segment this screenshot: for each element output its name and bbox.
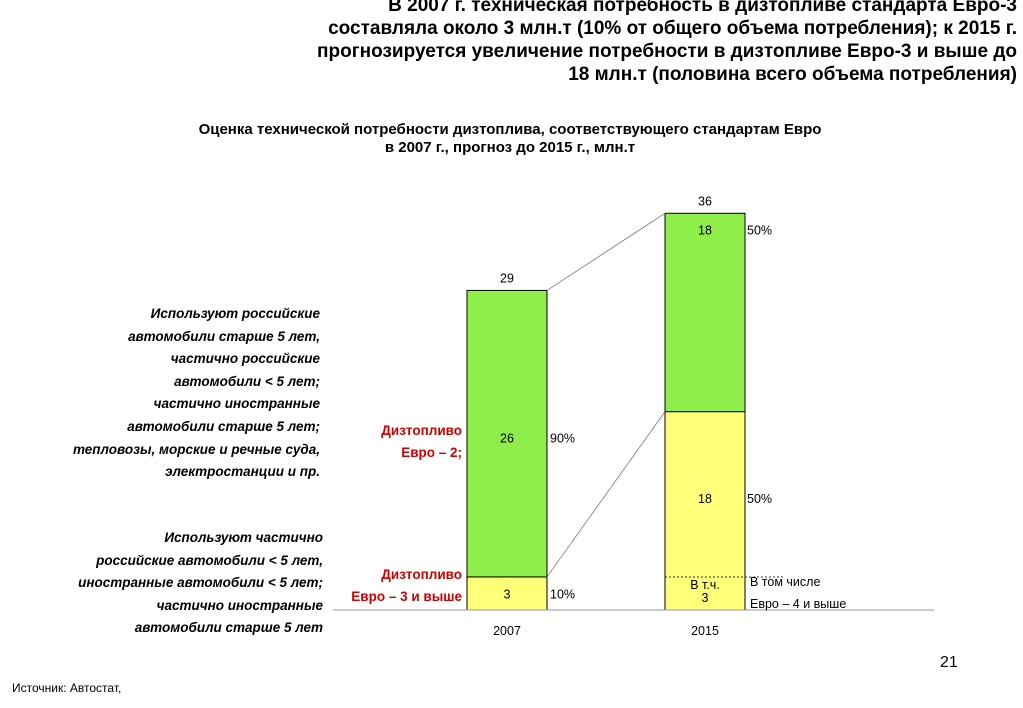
- page-number: 21: [940, 654, 958, 671]
- bar-share-label: 50%: [747, 223, 772, 237]
- bar-share-label: 90%: [550, 432, 575, 446]
- bar-value-label: 26: [500, 432, 514, 446]
- side-text-line: автомобили старше 5 лет;: [127, 418, 320, 434]
- side-text-line: автомобили старше 5 лет,: [128, 328, 320, 344]
- bar-total-label: 36: [698, 194, 712, 208]
- chart-title: Оценка технической потребности дизтоплив…: [60, 121, 960, 157]
- bar-segment: [466, 576, 548, 611]
- headline-line: В 2007 г. техническая потребность в дизт…: [388, 0, 1017, 16]
- fuel-label-line: Евро – 3 и выше: [351, 589, 462, 604]
- fuel-label-line: Дизтопливо: [381, 567, 462, 582]
- connector-line: [546, 411, 666, 578]
- side-text-line: российские автомобили < 5 лет,: [96, 552, 323, 568]
- side-text-line: частично иностранные: [153, 396, 320, 412]
- euro2-fuel-label: Дизтопливо Евро – 2;: [381, 420, 462, 464]
- bar-share-label: 50%: [747, 492, 772, 506]
- headline: В 2007 г. техническая потребность в дизт…: [17, 0, 1017, 86]
- bar-value-label: 18: [698, 223, 712, 237]
- source-note: Источник: Автостат,: [12, 681, 122, 695]
- sub-segment-note: В том числе: [750, 575, 820, 589]
- side-text-line: частично иностранные: [156, 597, 323, 613]
- x-tick-label: 2015: [691, 624, 719, 638]
- bar-segment: [664, 212, 746, 413]
- fuel-label-line: Евро – 2;: [401, 445, 462, 460]
- chart-title-line: Оценка технической потребности дизтоплив…: [198, 121, 822, 138]
- side-text-line: Используют частично: [164, 530, 323, 545]
- side-text-line: электростанции и пр.: [165, 464, 320, 480]
- sub-segment-note: Евро – 4 и выше: [750, 597, 846, 611]
- euro3-users-text: Используют частично российские автомобил…: [78, 527, 323, 640]
- fuel-label-line: Дизтопливо: [381, 423, 462, 438]
- x-tick-label: 2007: [493, 624, 521, 638]
- bar-segment: [466, 289, 548, 578]
- bar-value-label: 3: [504, 587, 511, 601]
- euro3-fuel-label: Дизтопливо Евро – 3 и выше: [351, 564, 462, 608]
- headline-line: прогнозируется увеличение потребности в …: [317, 41, 1017, 62]
- side-text-line: частично российские: [170, 351, 320, 367]
- side-text-line: автомобили старше 5 лет: [134, 620, 323, 636]
- bar-total-label: 29: [500, 271, 514, 285]
- euro2-users-text: Используют российские автомобили старше …: [73, 303, 320, 484]
- sub-segment-value: 3: [702, 591, 709, 605]
- sub-segment-label: В т.ч.: [690, 578, 720, 592]
- side-text-line: автомобили < 5 лет;: [174, 373, 320, 389]
- connector-line: [546, 212, 666, 291]
- chart-title-line: в 2007 г., прогноз до 2015 г., млн.т: [384, 139, 636, 156]
- bar-value-label: 18: [698, 492, 712, 506]
- side-text-line: тепловозы, морские и речные суда,: [72, 441, 320, 457]
- bar-share-label: 10%: [550, 587, 575, 601]
- headline-line: 18 млн.т (половина всего объема потребле…: [568, 64, 1017, 85]
- side-text-line: иностранные автомобили < 5 лет;: [78, 575, 323, 591]
- side-text-line: Используют российские: [150, 306, 320, 321]
- headline-line: составляла около 3 млн.т (10% от общего …: [328, 18, 1017, 39]
